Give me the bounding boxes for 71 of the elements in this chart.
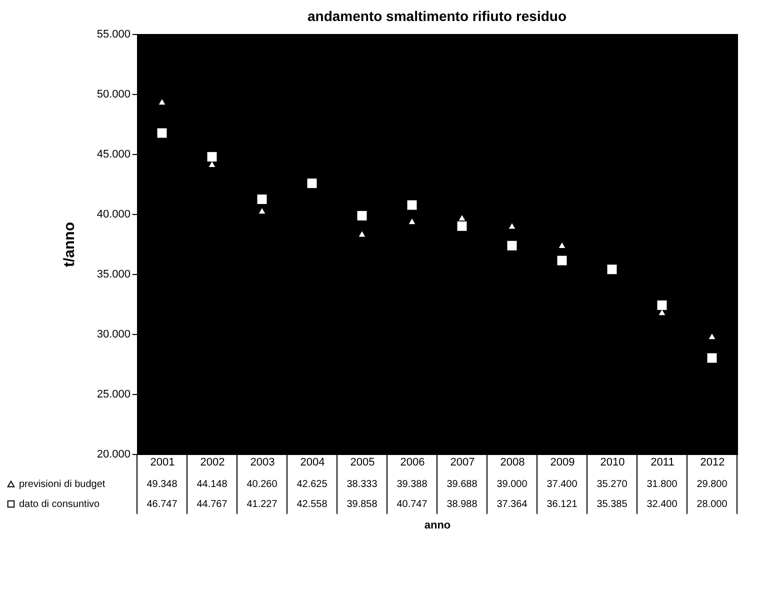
point (457, 221, 467, 231)
y-tick-label: 40.000 (96, 208, 130, 220)
point (158, 99, 166, 105)
data-label: 42.558 (296, 499, 328, 510)
x-tick-label: 2004 (300, 456, 325, 468)
point (407, 200, 417, 210)
chart-title: andamento smaltimento rifiuto residuo (307, 8, 567, 24)
legend-label: dato di consuntivo (19, 499, 100, 510)
point (707, 353, 717, 363)
x-tick-label: 2008 (500, 456, 525, 468)
data-label: 39.000 (496, 479, 528, 490)
x-tick-label: 2009 (550, 456, 575, 468)
point (207, 152, 217, 162)
x-tick-label: 2010 (600, 456, 625, 468)
x-tick-label: 2005 (350, 456, 375, 468)
data-label: 31.800 (646, 479, 678, 490)
point (208, 161, 216, 167)
point (708, 334, 716, 340)
point (358, 231, 366, 237)
point (408, 218, 416, 224)
text: 42.625 (296, 479, 328, 490)
data-label: 38.988 (446, 499, 478, 510)
point (508, 223, 516, 229)
x-tick-label: 2002 (200, 456, 225, 468)
x-tick-label: 2007 (450, 456, 475, 468)
point (658, 310, 666, 316)
y-tick-label: 45.000 (96, 148, 130, 160)
data-label: 38.333 (346, 479, 378, 490)
y-tick-label: 35.000 (96, 268, 130, 280)
x-axis-title: anno (424, 520, 451, 532)
point (257, 194, 267, 204)
y-tick-label: 25.000 (96, 388, 130, 400)
data-label: 35.385 (596, 499, 628, 510)
data-label: 44.767 (196, 499, 228, 510)
y-tick-label: 55.000 (96, 28, 130, 40)
data-label: 40.260 (246, 479, 278, 490)
data-label: 49.348 (146, 479, 178, 490)
data-label: 37.364 (496, 499, 528, 510)
data-label: 28.000 (696, 499, 728, 510)
data-label: 29.800 (696, 479, 728, 490)
point (157, 128, 167, 138)
point (558, 242, 566, 248)
x-tick-label: 2003 (250, 456, 275, 468)
y-tick-label: 20.000 (96, 448, 130, 460)
point (557, 256, 567, 266)
y-tick-label: 30.000 (96, 328, 130, 340)
x-tick-label: 2001 (150, 456, 175, 468)
data-label: 39.688 (446, 479, 478, 490)
data-label: 32.400 (646, 499, 678, 510)
legend-label: previsioni di budget (19, 479, 106, 490)
data-label: 37.400 (546, 479, 578, 490)
data-label: 39.388 (396, 479, 428, 490)
x-tick-label: 2011 (650, 456, 674, 468)
data-label: 39.858 (346, 499, 378, 510)
point (507, 240, 517, 250)
data-label: 44.148 (196, 479, 228, 490)
point (357, 210, 367, 220)
x-tick-label: 2006 (400, 456, 425, 468)
point (258, 208, 266, 214)
point (657, 300, 667, 310)
x-tick-label: 2012 (700, 456, 725, 468)
data-label: 36.121 (546, 499, 578, 510)
data-label: 41.227 (246, 499, 278, 510)
data-label: 40.747 (396, 499, 428, 510)
point (607, 264, 617, 274)
point (458, 215, 466, 220)
y-tick-label: 50.000 (96, 88, 130, 100)
y-axis-title: t/anno (60, 222, 78, 267)
text: 35.270 (596, 479, 628, 490)
point (307, 178, 317, 188)
data-label: 46.747 (146, 499, 178, 510)
